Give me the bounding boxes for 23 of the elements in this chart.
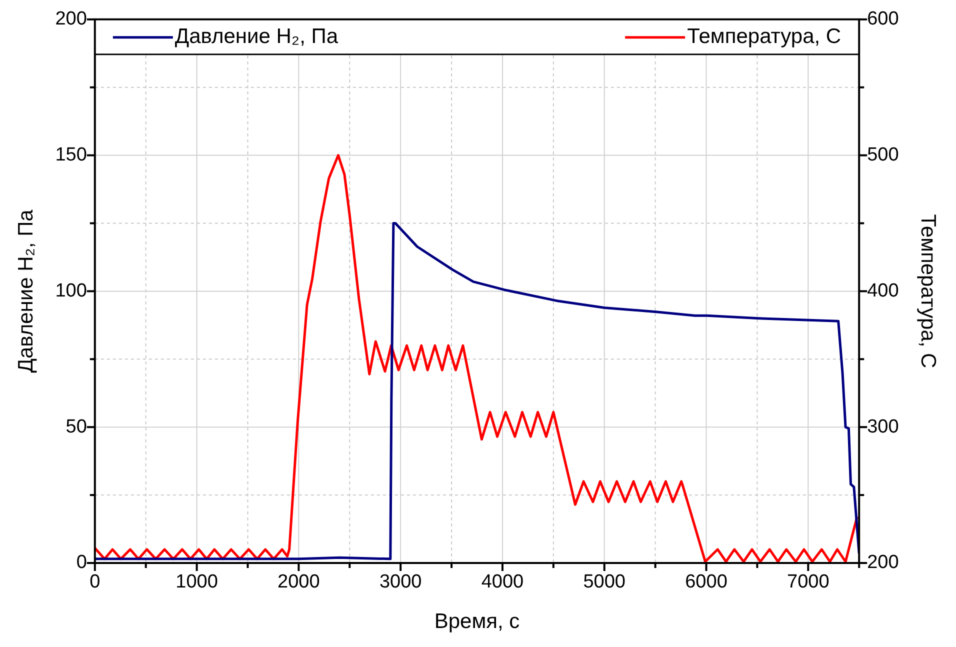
x-tick-label: 1000 <box>176 572 218 593</box>
y2-tick-label: 600 <box>867 8 899 30</box>
x-tick-label: 4000 <box>481 572 524 593</box>
y2-tick-label: 200 <box>867 552 899 574</box>
y-axis-title: Давление H₂, Па <box>14 209 38 373</box>
y-tick-label: 150 <box>55 144 87 166</box>
x-axis-title: Время, с <box>434 610 520 634</box>
x-tick-label: 5000 <box>583 572 626 593</box>
legend-label: Температура, С <box>687 25 842 48</box>
y2-tick-label: 500 <box>867 144 899 166</box>
x-tick-label: 7000 <box>787 572 830 593</box>
x-tick-label: 0 <box>90 572 100 593</box>
legend-label: Давление H₂, Па <box>174 25 338 48</box>
y-tick-label: 200 <box>55 8 87 30</box>
x-tick-label: 2000 <box>278 572 320 593</box>
y2-tick-label: 400 <box>867 280 899 302</box>
y2-axis-title: Температура, С <box>916 214 940 368</box>
y-tick-label: 50 <box>66 416 87 438</box>
x-tick-label: 3000 <box>379 572 422 593</box>
x-tick-label: 6000 <box>685 572 728 593</box>
y-tick-label: 100 <box>55 280 87 302</box>
y2-tick-label: 300 <box>867 416 899 438</box>
y-tick-label: 0 <box>76 552 87 574</box>
